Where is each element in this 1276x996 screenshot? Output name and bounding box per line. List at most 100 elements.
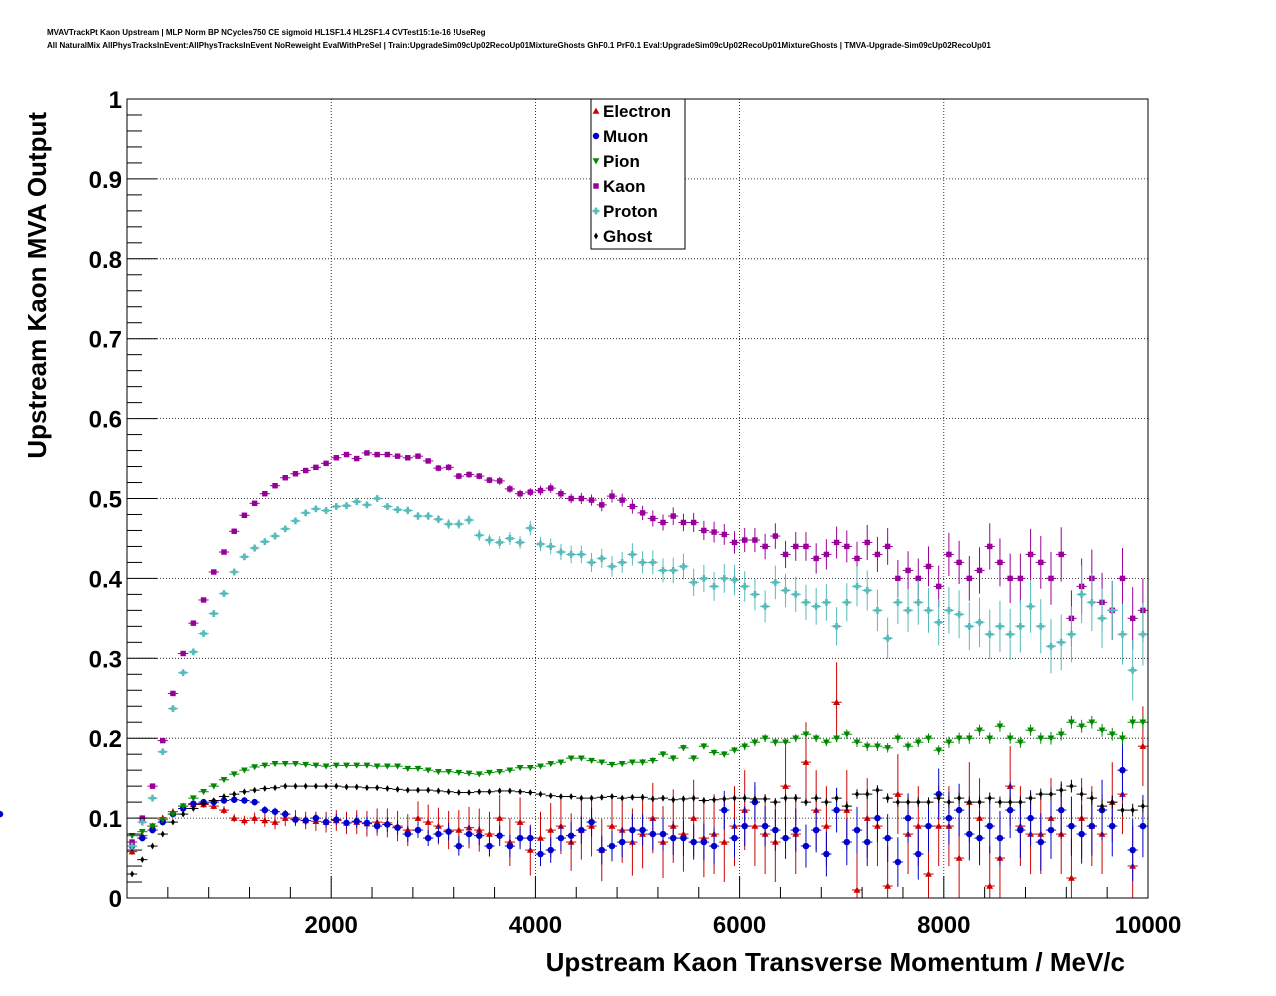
data-point-muon [465,830,473,838]
data-point-proton [200,630,207,637]
data-point-proton [782,586,789,594]
data-point-muon [1068,822,1075,830]
data-point-muon [1057,806,1065,814]
data-point-proton [588,559,595,566]
data-point-ghost [987,794,992,802]
data-point-pion [649,757,657,764]
data-point-kaon [507,486,513,492]
data-point-pion [680,745,687,752]
data-point-ghost [701,797,706,804]
data-point-muon [802,842,810,850]
data-point-ghost [395,785,400,793]
legend-marker-ghost [593,232,599,240]
series-pion [127,715,1148,840]
data-point-muon [190,800,197,807]
data-point-pion [547,761,555,768]
data-point-pion [506,767,514,774]
data-point-muon [343,819,350,827]
data-point-muon [608,842,616,850]
data-point-kaon [578,495,585,502]
data-point-proton [639,559,647,566]
data-point-pion [925,735,932,742]
data-point-kaon [660,519,666,526]
data-point-proton [863,586,871,594]
data-point-kaon [670,513,676,519]
data-point-proton [843,598,851,606]
data-point-ghost [170,818,175,826]
data-point-muon [516,834,524,842]
data-point-pion [1006,735,1014,742]
data-point-ghost [375,784,380,792]
data-point-muon [373,822,381,830]
data-point-electron [128,848,136,855]
data-point-kaon [1058,551,1064,558]
data-point-muon [741,822,748,830]
data-point-ghost [1008,798,1013,806]
data-point-pion [812,735,820,742]
data-point-ghost [477,788,482,796]
data-point-ghost [334,782,339,790]
y-tick-label: 0.5 [89,487,122,514]
data-point-ghost [232,790,237,798]
data-point-muon [823,850,830,858]
data-point-muon [976,834,983,842]
data-point-kaon [782,551,789,558]
legend-marker-pion [592,158,600,165]
data-point-ghost [732,794,737,802]
data-point-kaon [537,487,544,494]
data-point-proton [741,582,749,590]
data-point-kaon [844,543,850,550]
data-point-muon [812,826,820,834]
data-point-ghost [558,793,563,800]
data-point-electron [649,814,657,821]
data-point-muon [1119,766,1126,774]
data-point-electron [863,814,871,821]
data-point-kaon [302,467,309,474]
data-point-kaon [343,451,350,458]
data-point-pion [874,743,881,750]
data-point-proton [394,506,401,514]
data-point-ghost [906,798,911,806]
data-point-muon [996,834,1004,842]
data-point-pion [771,739,779,746]
data-point-pion [465,770,473,777]
data-point-electron [210,802,218,809]
data-point-ghost [385,785,390,792]
data-point-muon [731,834,738,842]
data-point-muon [149,826,156,834]
legend-label-electron: Electron [603,102,671,121]
data-point-ghost [293,782,298,790]
data-point-pion [996,723,1004,730]
data-point-pion [1119,735,1126,742]
data-point-electron [986,882,994,889]
data-point-proton [557,548,565,556]
data-point-kaon [456,473,462,479]
x-tick-label: 10000 [1115,912,1182,939]
y-tick-label: 0 [109,886,122,913]
series-kaon [127,450,1148,845]
data-point-pion [169,811,177,818]
data-point-pion [567,755,575,762]
data-point-muon [527,834,534,842]
data-point-proton [690,578,698,586]
data-point-kaon [496,478,503,484]
data-point-electron [1139,742,1147,749]
data-point-pion [914,739,922,746]
data-point-pion [424,767,432,774]
data-point-proton [210,610,218,617]
data-point-pion [598,759,606,766]
y-tick-label: 0.7 [89,327,122,354]
data-point-muon [537,850,544,858]
data-point-pion [802,731,810,738]
data-point-pion [1027,727,1034,734]
data-point-kaon [262,490,268,497]
data-point-proton [608,563,616,570]
data-point-proton [455,520,463,528]
data-point-muon [955,806,963,814]
data-point-pion [833,735,840,742]
data-point-pion [782,739,789,746]
data-point-electron [690,814,698,821]
data-point-ghost [221,793,227,800]
data-point-electron [424,818,432,825]
data-point-ghost [1069,782,1074,790]
